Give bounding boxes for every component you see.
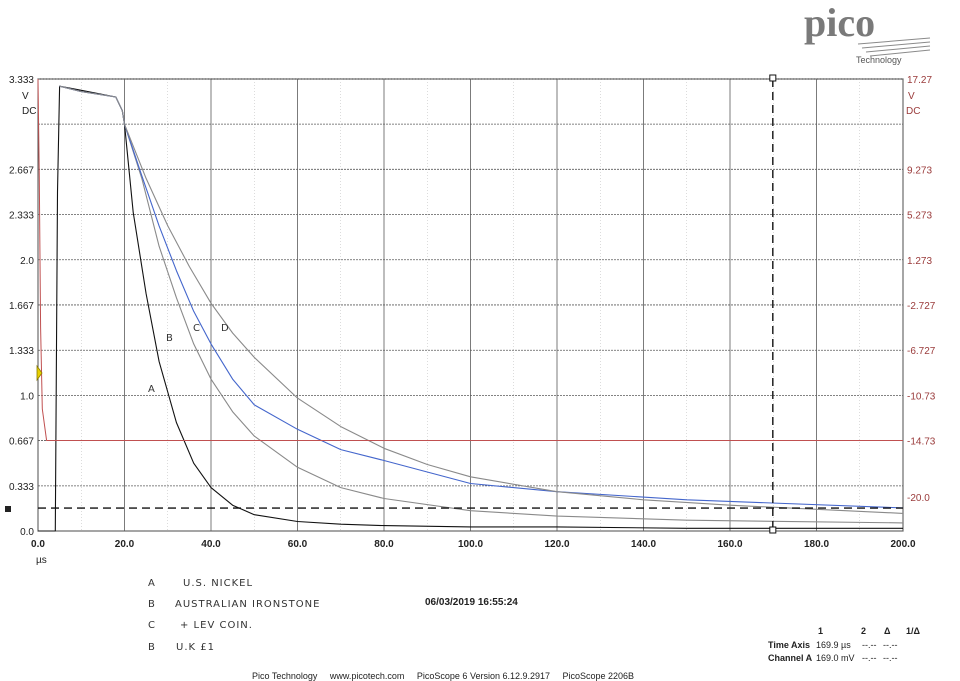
readout-row-1-v1: 169.9 µs [816, 640, 851, 650]
x-tick-label: 60.0 [288, 539, 308, 550]
right-tick-label: 17.27 [907, 75, 932, 86]
logo-swoosh [857, 37, 931, 57]
series-line [59, 85, 904, 514]
logo-text: pico [804, 0, 875, 45]
y-tick-label: 2.333 [9, 211, 34, 222]
right-tick-label: -14.73 [907, 437, 936, 448]
readout-row-2-v1: 169.0 mV [816, 653, 855, 663]
left-axis-coupling: DC [22, 106, 36, 117]
footer-text: Pico Technology www.picotech.com PicoSco… [252, 671, 634, 681]
x-tick-label: 100.0 [458, 539, 483, 550]
waveforms [37, 78, 904, 532]
readout-row-2-label: Channel A [768, 653, 813, 663]
x-tick-label: 200.0 [890, 539, 915, 550]
right-axis: 17.27 9.273 5.273 1.273 -2.727 -6.727 -10.73 -1… [907, 75, 936, 504]
cursor-handle-left[interactable] [5, 506, 11, 512]
x-tick-label: 120.0 [544, 539, 569, 550]
x-tick-label: 40.0 [201, 539, 221, 550]
readout-header-3: Δ [884, 626, 891, 636]
curve-label-d: D [221, 323, 230, 334]
readout-header-4: 1/Δ [906, 626, 921, 636]
x-axis-label: µs [36, 555, 47, 566]
y-tick-label: 1.0 [20, 391, 34, 402]
readout-row-1-label: Time Axis [768, 640, 810, 650]
right-tick-label: 1.273 [907, 256, 932, 267]
legend-text-4: U.K £1 [176, 642, 215, 653]
series-line [37, 78, 903, 441]
readout-header-2: 2 [861, 626, 866, 636]
curve-label-b: B [166, 333, 174, 344]
readout-row-1-v2: --.-- [862, 640, 877, 650]
y-tick-label: 1.667 [9, 301, 34, 312]
x-tick-label: 0.0 [31, 539, 45, 550]
right-tick-label: -6.727 [907, 346, 936, 357]
readout-row-2-v2: --.-- [862, 653, 877, 663]
plot-grid [37, 78, 904, 532]
cursor-handle-top[interactable] [769, 74, 777, 82]
readout-row-1-v3: --.-- [883, 640, 898, 650]
legend-text-2: AUSTRALIAN IRONSTONE [175, 599, 320, 610]
legend-key-4: B [148, 642, 156, 653]
right-tick-label: -10.73 [907, 391, 936, 402]
y-tick-label: 0.0 [20, 527, 34, 538]
curve-label-a: A [148, 384, 156, 395]
x-tick-label: 20.0 [115, 539, 135, 550]
right-axis-unit: V [908, 91, 915, 102]
right-tick-label: 5.273 [907, 211, 932, 222]
legend-key-3: C [148, 620, 156, 631]
x-tick-label: 160.0 [717, 539, 742, 550]
legend-text-1: U.S. NICKEL [183, 578, 253, 589]
readout-header-1: 1 [818, 626, 823, 636]
y-tick-label: 3.333 [9, 75, 34, 86]
cursor-readout: 1 2 Δ 1/Δ Time Axis 169.9 µs --.-- --.--… [768, 626, 921, 663]
left-axis-unit: V [22, 91, 29, 102]
logo-subtext: Technology [856, 55, 902, 65]
x-tick-label: 140.0 [631, 539, 656, 550]
right-tick-label: 9.273 [907, 165, 932, 176]
cursor-handle-bottom[interactable] [769, 526, 777, 534]
readout-row-2-v3: --.-- [883, 653, 898, 663]
trigger-marker-icon[interactable] [36, 364, 43, 382]
right-axis-coupling: DC [906, 106, 920, 117]
x-tick-label: 180.0 [804, 539, 829, 550]
handwritten-legend: A U.S. NICKEL B AUSTRALIAN IRONSTONE C +… [148, 578, 320, 653]
curve-labels: A B C D [148, 323, 230, 395]
left-axis: 0.0 0.333 0.667 1.0 1.333 1.667 2.0 2.333 2.667 3… [9, 75, 34, 538]
pico-logo: pico Technology [804, 0, 931, 65]
right-tick-label: -2.727 [907, 301, 936, 312]
y-tick-label: 0.667 [9, 437, 34, 448]
curve-label-c: C [193, 323, 201, 334]
time-axis: 0.0 20.0 40.0 60.0 80.0 100.0 120.0 140.0 160.0 1… [31, 539, 916, 550]
y-tick-label: 2.667 [9, 165, 34, 176]
y-tick-label: 1.333 [9, 346, 34, 357]
right-tick-label: -20.0 [907, 493, 930, 504]
series-line [38, 85, 903, 532]
measurement-cursors[interactable] [38, 74, 903, 534]
y-tick-label: 0.333 [9, 482, 34, 493]
legend-key-2: B [148, 599, 156, 610]
y-tick-label: 2.0 [20, 256, 34, 267]
x-tick-label: 80.0 [374, 539, 394, 550]
legend-key-1: A [148, 578, 156, 589]
legend-text-3: + LEV COIN. [180, 620, 253, 631]
timestamp: 06/03/2019 16:55:24 [425, 597, 518, 608]
